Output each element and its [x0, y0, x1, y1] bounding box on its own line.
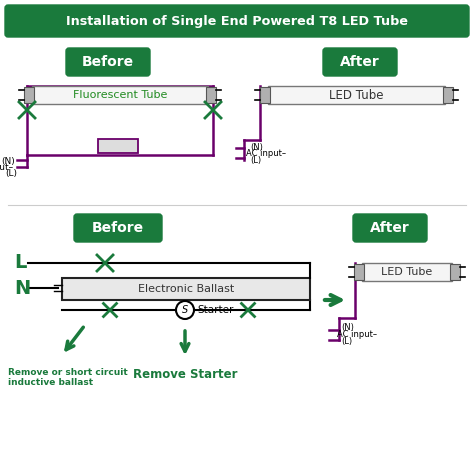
Text: AC input–: AC input– [246, 149, 286, 158]
Bar [450, 264, 460, 280]
Bar [32, 86, 208, 104]
Bar [354, 264, 364, 280]
Text: (L): (L) [5, 169, 17, 178]
Text: AC input–: AC input– [0, 163, 13, 172]
FancyBboxPatch shape [353, 214, 427, 242]
Bar [24, 87, 34, 103]
Bar [443, 87, 453, 103]
Bar [260, 87, 270, 103]
Text: Installation of Single End Powered T8 LED Tube: Installation of Single End Powered T8 LE… [66, 15, 408, 27]
Text: inductive ballast: inductive ballast [8, 378, 93, 387]
Circle shape [176, 301, 194, 319]
Text: (N): (N) [250, 143, 263, 152]
Bar [206, 87, 216, 103]
Text: Remove Starter: Remove Starter [133, 368, 237, 381]
FancyBboxPatch shape [323, 48, 397, 76]
Text: Before: Before [82, 55, 134, 69]
Text: (N): (N) [341, 323, 354, 332]
Text: L: L [14, 254, 27, 273]
Text: LED Tube: LED Tube [382, 267, 433, 277]
Bar [268, 86, 445, 104]
Text: AC input–: AC input– [337, 330, 377, 339]
Text: N: N [14, 279, 30, 298]
Bar [98, 139, 138, 153]
Text: (L): (L) [341, 337, 352, 346]
Text: (L): (L) [250, 156, 261, 165]
FancyBboxPatch shape [66, 48, 150, 76]
Bar [62, 278, 310, 300]
Text: After: After [340, 55, 380, 69]
Text: (N): (N) [1, 157, 15, 166]
FancyBboxPatch shape [5, 5, 469, 37]
Bar [362, 263, 452, 281]
Text: LED Tube: LED Tube [329, 89, 384, 101]
Text: After: After [370, 221, 410, 235]
Text: Fluorescent Tube: Fluorescent Tube [73, 90, 167, 100]
Text: Electronic Ballast: Electronic Ballast [138, 284, 234, 294]
Text: Before: Before [92, 221, 144, 235]
Text: S: S [182, 305, 188, 315]
Text: Remove or short circuit: Remove or short circuit [8, 368, 128, 377]
Text: Starter: Starter [197, 305, 233, 315]
FancyBboxPatch shape [74, 214, 162, 242]
